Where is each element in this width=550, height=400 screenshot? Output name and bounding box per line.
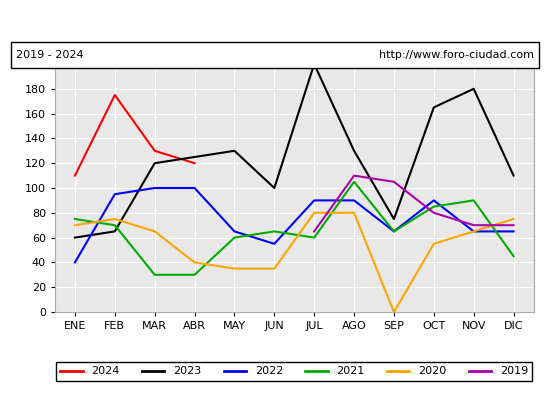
- Text: 2019 - 2024: 2019 - 2024: [16, 50, 84, 60]
- FancyBboxPatch shape: [11, 42, 539, 68]
- Text: http://www.foro-ciudad.com: http://www.foro-ciudad.com: [379, 50, 534, 60]
- Legend: 2024, 2023, 2022, 2021, 2020, 2019: 2024, 2023, 2022, 2021, 2020, 2019: [56, 362, 532, 381]
- Text: Evolucion Nº Turistas Extranjeros en el municipio de Macael: Evolucion Nº Turistas Extranjeros en el …: [46, 18, 504, 34]
